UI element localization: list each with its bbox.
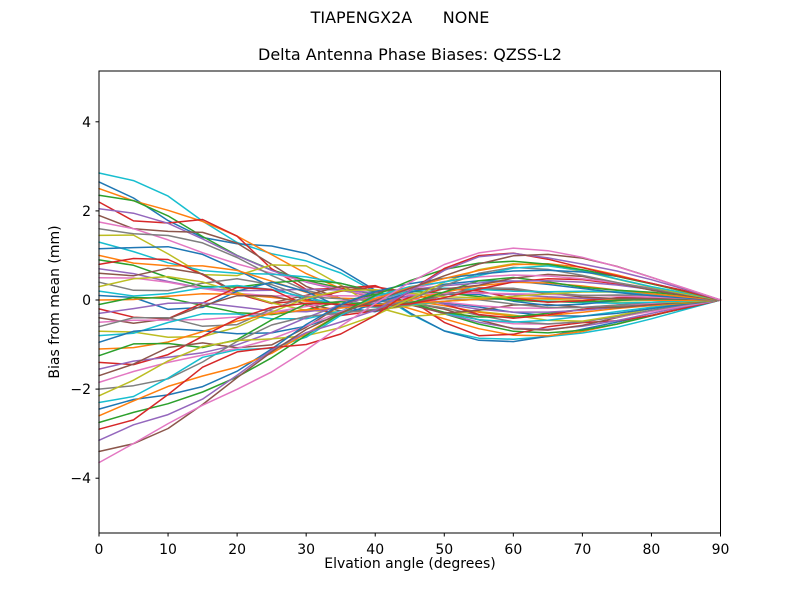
series-line (98, 262, 722, 417)
y-tick-label: −2 (70, 382, 91, 398)
x-tick-label: 80 (643, 542, 661, 558)
y-tick-label: 4 (82, 115, 91, 131)
series-line (98, 265, 722, 404)
x-tick-label: 0 (95, 542, 104, 558)
x-tick-label: 70 (573, 542, 591, 558)
x-tick-label: 40 (366, 542, 384, 558)
x-tick-label: 60 (504, 542, 522, 558)
series-line (98, 275, 722, 313)
series-line (98, 252, 722, 442)
suptitle: TIAPENGX2A NONE (310, 8, 490, 27)
x-tick-label: 50 (435, 542, 453, 558)
y-tick-label: −4 (70, 471, 91, 487)
series-line (98, 278, 722, 366)
x-tick-label: 10 (159, 542, 177, 558)
series-line (98, 247, 722, 464)
series-line (98, 181, 722, 343)
x-axis-label: Elvation angle (degrees) (324, 556, 496, 572)
series-line (98, 292, 722, 324)
axes-title: Delta Antenna Phase Biases: QZSS-L2 (258, 45, 562, 64)
x-tick-label: 90 (712, 542, 730, 558)
series-line (98, 280, 722, 344)
series-line (98, 277, 722, 309)
x-tick-label: 20 (228, 542, 246, 558)
axes-frame (98, 70, 721, 534)
x-tick-label: 30 (297, 542, 315, 558)
series-line (98, 286, 722, 328)
y-tick-label: 2 (82, 204, 91, 220)
y-tick-label: 0 (82, 293, 91, 309)
